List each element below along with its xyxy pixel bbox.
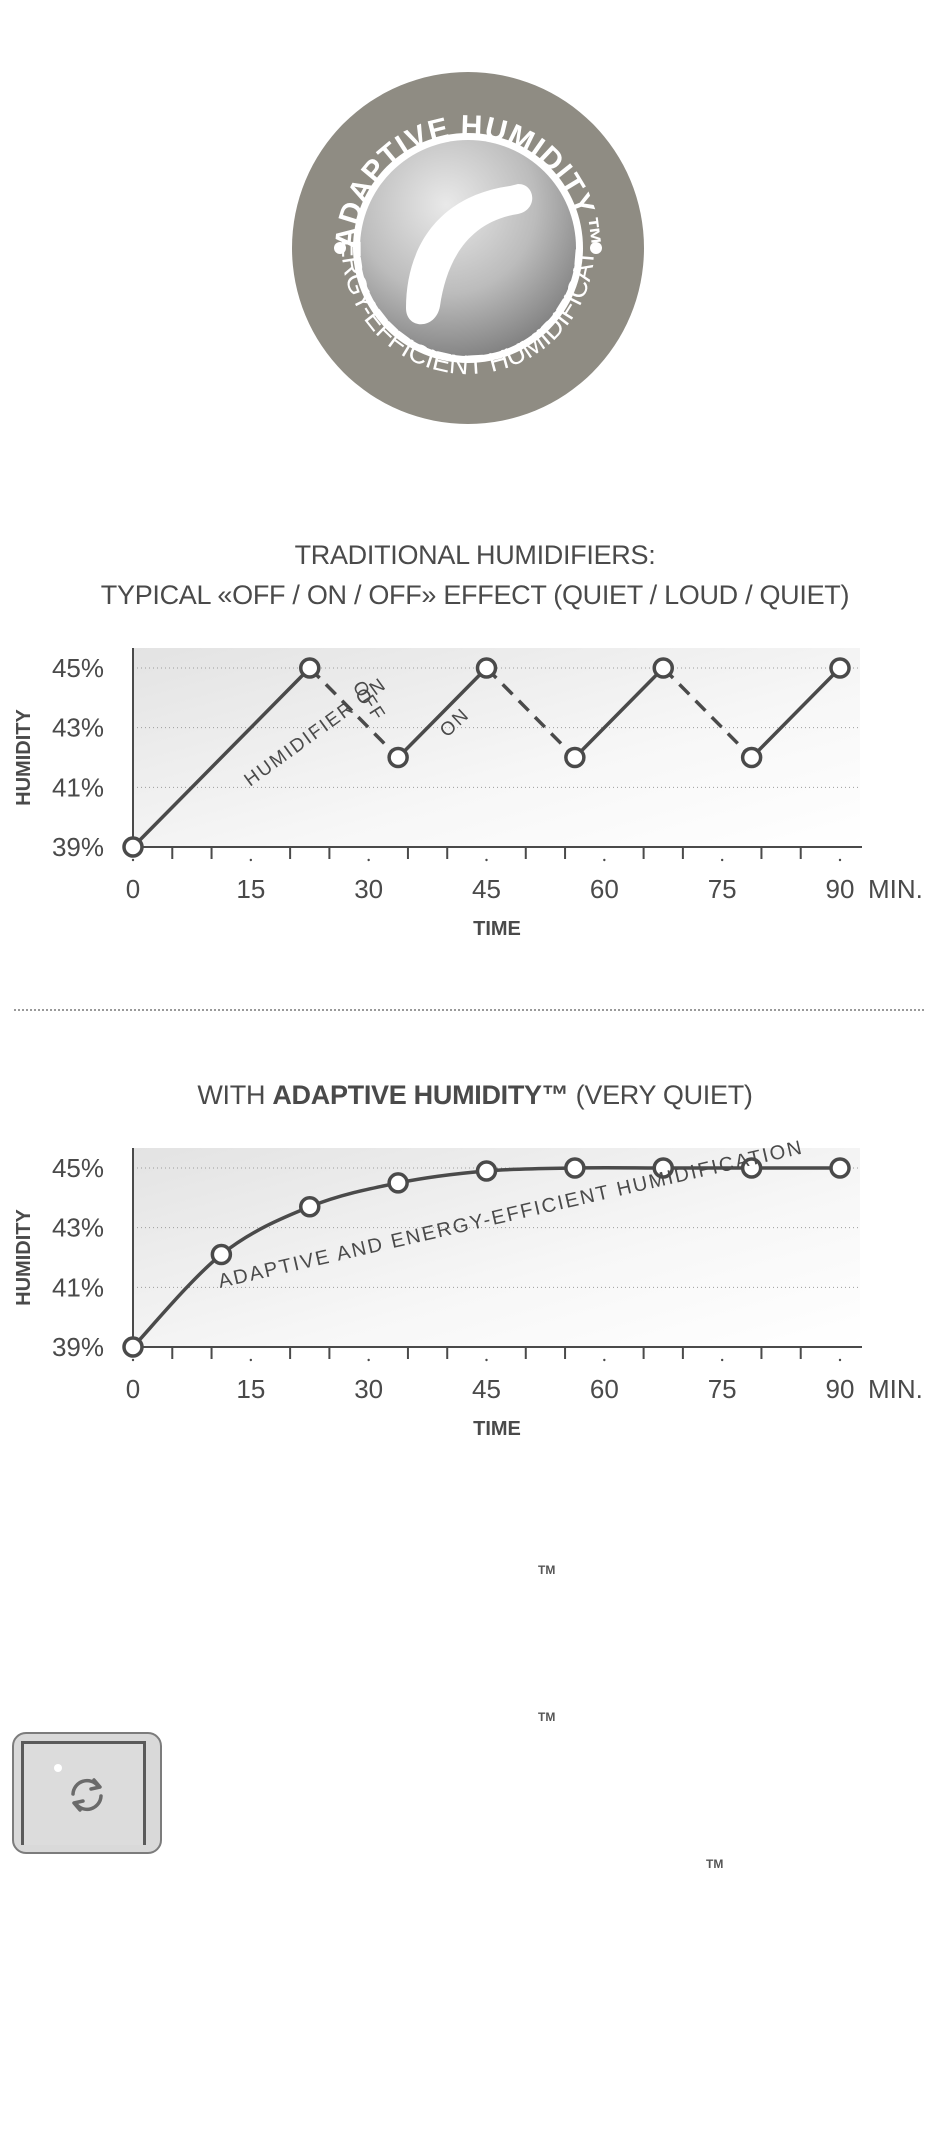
y-axis-title: HUMIDITY	[13, 1209, 35, 1306]
data-point	[475, 1160, 498, 1182]
x-axis-title: TIME	[473, 1418, 521, 1440]
y-tick-label: 41%	[52, 772, 104, 802]
major-tick-mark	[838, 858, 842, 862]
traditional-humidifier-chart: 39% 41% 43% 45% 0 15 30 45 60 75 90 MIN. TIME HUMIDIT…	[13, 648, 923, 940]
major-tick-mark	[367, 858, 370, 862]
data-point	[652, 1157, 674, 1179]
x-tick-label: 15	[236, 874, 265, 904]
x-tick-label: 30	[354, 874, 383, 904]
x-tick-label: 15	[236, 1374, 265, 1404]
data-point	[829, 1157, 851, 1179]
y-tick-label: 39%	[52, 1332, 104, 1362]
sync-button-panel	[21, 1741, 146, 1845]
x-tick-label: 90	[826, 1374, 855, 1404]
data-point	[829, 657, 851, 679]
data-point	[210, 1243, 233, 1266]
data-point	[299, 1196, 321, 1218]
series-segment-on	[396, 666, 488, 759]
x-tick-label: 60	[590, 1374, 619, 1404]
major-tick-mark	[603, 1358, 606, 1362]
series-segment-off	[485, 666, 577, 759]
x-tick-label: 75	[708, 1374, 737, 1404]
data-point	[475, 657, 498, 679]
chart2-title: WITH ADAPTIVE HUMIDITY™ (VERY QUIET)	[0, 1080, 950, 1111]
x-unit-label: MIN.	[868, 874, 923, 904]
refresh-icon	[71, 1778, 103, 1812]
sync-button[interactable]	[12, 1732, 162, 1854]
x-tick-label: 0	[126, 874, 140, 904]
x-unit-label: MIN.	[868, 1374, 923, 1404]
data-point	[740, 746, 763, 769]
data-point	[122, 1336, 144, 1358]
major-tick-mark	[249, 1358, 253, 1362]
x-tick-label: 30	[354, 1374, 383, 1404]
swoosh-icon	[406, 184, 533, 325]
chart2-title-bold: ADAPTIVE HUMIDITY™	[272, 1080, 569, 1110]
section-divider	[14, 1009, 924, 1011]
chart2-title-suffix: (VERY QUIET)	[568, 1080, 753, 1110]
x-tick-label: 45	[472, 1374, 501, 1404]
data-point	[652, 657, 674, 679]
data-point	[387, 1172, 409, 1194]
data-point	[387, 746, 409, 769]
major-tick-mark	[485, 858, 488, 862]
major-tick-mark	[485, 1358, 488, 1362]
data-point	[564, 1157, 586, 1179]
series-segment-on	[750, 666, 842, 759]
data-point	[299, 657, 321, 679]
y-tick-label: 41%	[52, 1272, 104, 1302]
y-axis-title: HUMIDITY	[13, 709, 35, 806]
major-tick-mark	[838, 1358, 842, 1362]
indicator-light	[54, 1764, 62, 1772]
series-segment-off	[308, 666, 400, 759]
major-tick-mark	[367, 1358, 370, 1362]
major-tick-mark	[720, 1358, 724, 1362]
series-segment-off	[662, 666, 753, 759]
logo-dot-right	[590, 242, 602, 254]
chart1-title-line1: TRADITIONAL HUMIDIFIERS:	[294, 540, 656, 570]
x-tick-label: 0	[126, 1374, 140, 1404]
plot-background	[133, 1148, 860, 1347]
logo-dot-left	[334, 242, 346, 254]
data-point	[122, 836, 144, 858]
y-tick-label: 45%	[52, 653, 104, 683]
chart1-title-line2: TYPICAL «OFF / ON / OFF» EFFECT (QUIET /…	[100, 580, 850, 610]
major-tick-mark	[131, 1358, 135, 1362]
tm-mark-3: TM	[706, 1857, 724, 1871]
major-tick-mark	[249, 858, 253, 862]
major-tick-mark	[603, 858, 606, 862]
x-tick-label: 75	[708, 874, 737, 904]
y-tick-label: 43%	[52, 713, 104, 743]
y-tick-label: 39%	[52, 832, 104, 862]
x-tick-label: 60	[590, 874, 619, 904]
tm-mark-1: TM	[538, 1563, 556, 1577]
plot-background	[133, 648, 860, 847]
x-axis-title: TIME	[473, 918, 521, 940]
y-tick-label: 45%	[52, 1153, 104, 1183]
series-segment-on	[573, 666, 665, 759]
adaptive-humidity-logo: ADAPTIVE HUMIDITY™ ENERGY-EFFICIENT HUMI…	[277, 44, 648, 428]
tm-mark-2: TM	[538, 1710, 556, 1724]
major-tick-mark	[131, 858, 135, 862]
chart2-title-prefix: WITH	[197, 1080, 273, 1110]
data-point	[740, 1157, 763, 1179]
x-tick-label: 90	[826, 874, 855, 904]
data-point	[564, 746, 586, 769]
adaptive-humidity-chart: 39% 41% 43% 45% 0 15 30 45 60 75 90 MIN. TIME HUMIDIT…	[13, 1140, 923, 1440]
y-tick-label: 43%	[52, 1213, 104, 1243]
x-tick-label: 45	[472, 874, 501, 904]
major-tick-mark	[720, 858, 724, 862]
series-segment-on	[131, 666, 311, 849]
logo-badge: ADAPTIVE HUMIDITY™ ENERGY-EFFICIENT HUMI…	[277, 44, 644, 424]
